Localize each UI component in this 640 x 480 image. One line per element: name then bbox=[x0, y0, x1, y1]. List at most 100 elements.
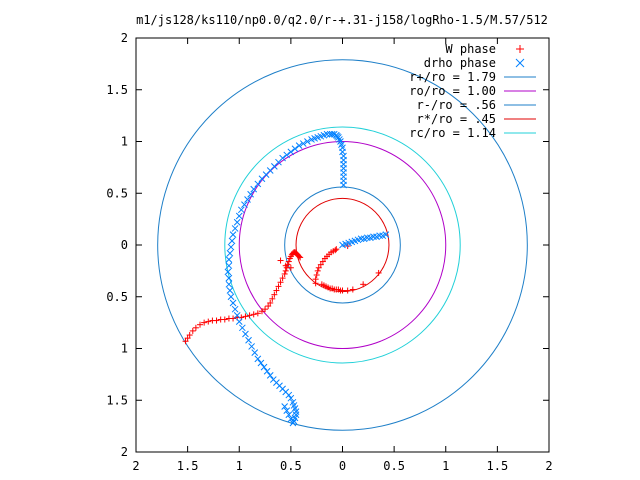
data-point bbox=[376, 232, 384, 240]
data-point bbox=[277, 257, 284, 264]
data-point bbox=[281, 270, 288, 277]
data-point bbox=[291, 145, 299, 153]
circle-4 bbox=[224, 126, 461, 364]
legend-label: drho phase bbox=[424, 56, 496, 70]
data-point bbox=[295, 142, 303, 149]
data-point bbox=[225, 262, 233, 270]
data-point bbox=[326, 130, 334, 138]
data-point bbox=[235, 212, 243, 220]
data-point bbox=[277, 279, 284, 286]
data-point bbox=[357, 235, 365, 243]
y-tick-label: 2 bbox=[121, 445, 128, 459]
data-point bbox=[242, 330, 249, 338]
data-point bbox=[238, 324, 246, 332]
data-point bbox=[227, 243, 235, 251]
data-point bbox=[283, 151, 291, 159]
x-tick-label: 2 bbox=[545, 459, 552, 473]
x-tick-label: 1 bbox=[442, 459, 449, 473]
data-point bbox=[308, 136, 315, 143]
series-1 bbox=[224, 130, 390, 427]
data-point bbox=[282, 262, 289, 269]
data-point bbox=[337, 138, 344, 145]
data-point bbox=[254, 310, 261, 317]
data-point bbox=[250, 185, 258, 193]
data-point bbox=[360, 281, 367, 288]
data-point bbox=[227, 293, 235, 301]
x-tick-label: 1.5 bbox=[177, 459, 199, 473]
data-point bbox=[363, 234, 371, 242]
data-point bbox=[262, 306, 269, 313]
data-point bbox=[248, 343, 255, 350]
chart-title: m1/js128/ks110/np0.0/q2.0/r-+.31-j158/lo… bbox=[136, 13, 548, 27]
data-point bbox=[273, 287, 280, 294]
data-point bbox=[299, 140, 307, 147]
legend-entry: W phase bbox=[445, 42, 524, 56]
axis-ticks: 2 1.5 1 0.5 0 0.5 1 1.5 221.510.500.511.52 bbox=[106, 31, 552, 473]
data-point bbox=[315, 264, 322, 271]
data-point bbox=[336, 136, 343, 143]
data-series bbox=[182, 130, 390, 427]
data-point bbox=[184, 335, 191, 342]
data-point bbox=[258, 308, 265, 315]
data-point bbox=[213, 317, 220, 324]
data-point bbox=[271, 291, 278, 298]
data-point bbox=[250, 311, 257, 318]
data-point bbox=[245, 336, 252, 344]
data-point bbox=[285, 411, 293, 419]
legend-label: r*/ro = .45 bbox=[417, 112, 496, 126]
data-point bbox=[235, 318, 243, 325]
data-point bbox=[333, 246, 340, 253]
data-point bbox=[201, 319, 208, 326]
circle-0 bbox=[157, 59, 528, 431]
data-point bbox=[228, 237, 236, 245]
data-point bbox=[225, 280, 233, 288]
data-point bbox=[258, 175, 266, 183]
data-point bbox=[312, 276, 319, 283]
data-point bbox=[186, 332, 193, 339]
legend-marker bbox=[515, 58, 525, 68]
series-0 bbox=[182, 243, 382, 345]
x-tick-label: 0 bbox=[339, 459, 346, 473]
data-point bbox=[375, 269, 382, 276]
legend-entry: drho phase bbox=[424, 56, 525, 70]
data-point bbox=[229, 231, 237, 239]
legend-label: W phase bbox=[445, 42, 496, 56]
data-point bbox=[279, 275, 286, 282]
data-point bbox=[328, 130, 336, 138]
legend-entry: r-/ro = .56 bbox=[417, 98, 536, 112]
legend-label: ro/ro = 1.00 bbox=[409, 84, 496, 98]
data-point bbox=[221, 316, 228, 323]
y-tick-label: 1.5 bbox=[106, 83, 128, 97]
data-point bbox=[242, 313, 249, 320]
y-tick-label: 1 bbox=[121, 342, 128, 356]
data-point bbox=[340, 152, 347, 160]
y-tick-label: 2 bbox=[121, 31, 128, 45]
data-point bbox=[230, 315, 237, 322]
data-point bbox=[182, 338, 189, 345]
data-point bbox=[226, 249, 234, 257]
y-tick-label: 0.5 bbox=[106, 186, 128, 200]
x-tick-label: 1.5 bbox=[487, 459, 509, 473]
data-point bbox=[285, 391, 293, 399]
data-point bbox=[349, 286, 356, 293]
data-point bbox=[287, 394, 295, 402]
y-tick-label: 0 bbox=[121, 238, 128, 252]
data-point bbox=[285, 258, 292, 265]
circle-2 bbox=[284, 186, 401, 304]
y-tick-label: 1.5 bbox=[106, 393, 128, 407]
data-point bbox=[267, 299, 274, 306]
data-point bbox=[197, 321, 204, 328]
data-point bbox=[205, 318, 212, 325]
legend-label: rc/ro = 1.14 bbox=[409, 126, 496, 140]
data-point bbox=[251, 349, 259, 356]
data-point bbox=[287, 415, 295, 423]
data-point bbox=[282, 267, 289, 274]
data-point bbox=[247, 190, 254, 198]
data-point bbox=[332, 247, 339, 254]
data-point bbox=[231, 305, 239, 313]
legend-marker bbox=[516, 45, 524, 53]
x-tick-label: 0.5 bbox=[383, 459, 405, 473]
data-point bbox=[254, 180, 262, 188]
